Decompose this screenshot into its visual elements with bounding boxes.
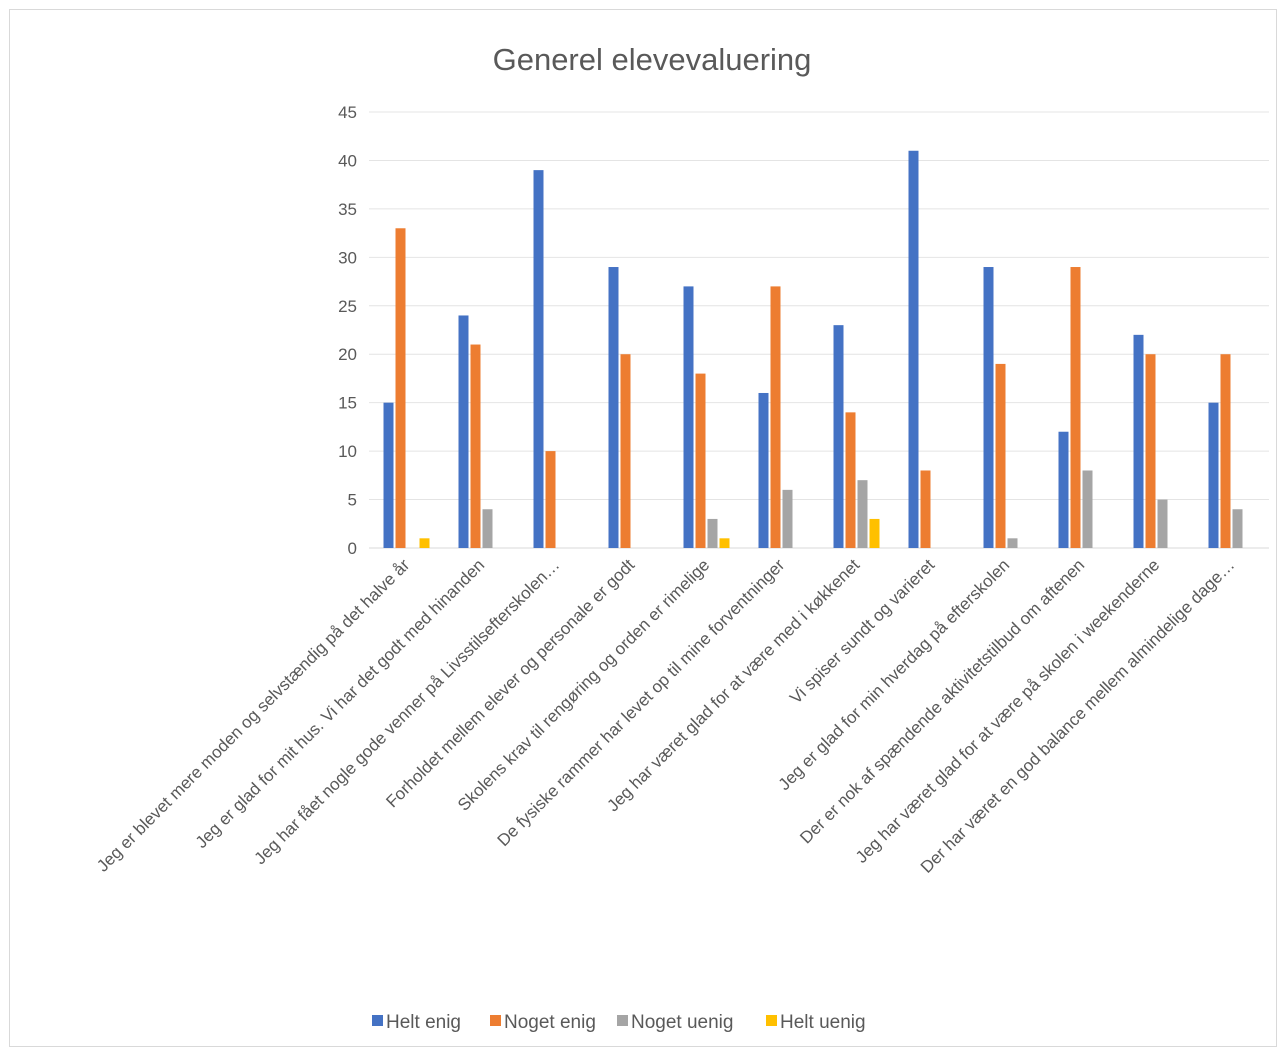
x-axis-labels: Jeg er blevet mere moden og selvstændig … xyxy=(93,555,1238,877)
bar-noget-uenig xyxy=(782,489,793,548)
bar-noget-enig xyxy=(770,286,781,548)
bar-noget-enig xyxy=(395,228,406,548)
legend-label: Helt enig xyxy=(386,1012,461,1033)
y-tick-label: 25 xyxy=(338,297,357,316)
bar-noget-uenig xyxy=(482,509,493,548)
legend-label: Noget uenig xyxy=(631,1012,733,1033)
bar-noget-enig xyxy=(620,354,631,548)
y-tick-label: 40 xyxy=(338,151,357,170)
bar-helt-enig xyxy=(533,170,544,548)
bar-helt-enig xyxy=(908,150,919,548)
y-tick-label: 45 xyxy=(338,103,357,122)
legend-swatch xyxy=(372,1015,383,1026)
bar-noget-enig xyxy=(1070,267,1081,548)
bar-noget-uenig xyxy=(1007,538,1018,548)
bar-noget-enig xyxy=(1145,354,1156,548)
legend-swatch xyxy=(490,1015,501,1026)
legend-swatch xyxy=(766,1015,777,1026)
bar-helt-enig xyxy=(983,267,994,548)
bar-noget-enig xyxy=(845,412,856,548)
x-category-label: Jeg er glad for mit hus. Vi har det godt… xyxy=(192,555,489,852)
bar-helt-enig xyxy=(608,267,619,548)
bar-helt-enig xyxy=(1058,431,1069,548)
y-tick-label: 15 xyxy=(338,394,357,413)
x-category-label: Skolens krav til rengøring og orden er r… xyxy=(454,555,713,814)
x-category-label: Jeg har været glad for at være med i køk… xyxy=(603,555,863,815)
x-category-label: Jeg er blevet mere moden og selvstændig … xyxy=(93,555,413,875)
y-tick-label: 10 xyxy=(338,442,357,461)
x-category-label: De fysiske rammer har levet op til mine … xyxy=(494,555,789,850)
bar-noget-uenig xyxy=(707,518,718,548)
x-category-label: Vi spiser sundt og varieret xyxy=(786,555,938,707)
bar-noget-uenig xyxy=(1232,509,1243,548)
y-tick-label: 35 xyxy=(338,200,357,219)
chart-title: Generel elevevaluering xyxy=(493,42,812,77)
legend-swatch xyxy=(617,1015,628,1026)
bar-noget-enig xyxy=(695,373,706,548)
y-tick-label: 5 xyxy=(348,491,357,510)
legend-label: Helt uenig xyxy=(780,1012,866,1033)
x-category-label: Der er nok af spændende aktivitetstilbud… xyxy=(796,555,1088,847)
bar-helt-enig xyxy=(1133,334,1144,548)
bars xyxy=(383,150,1243,548)
y-tick-label: 20 xyxy=(338,345,357,364)
bar-noget-enig xyxy=(920,470,931,548)
bar-helt-enig xyxy=(383,402,394,548)
y-tick-label: 30 xyxy=(338,248,357,267)
bar-noget-enig xyxy=(545,451,556,548)
bar-helt-uenig xyxy=(719,538,730,548)
gridlines xyxy=(369,111,1269,549)
bar-noget-uenig xyxy=(857,480,868,548)
bar-helt-uenig xyxy=(419,538,430,548)
bar-helt-enig xyxy=(833,325,844,548)
bar-noget-uenig xyxy=(1157,499,1168,548)
bar-helt-enig xyxy=(458,315,469,548)
bar-noget-enig xyxy=(470,344,481,548)
bar-helt-uenig xyxy=(869,518,880,548)
bar-noget-enig xyxy=(1220,354,1231,548)
bar-helt-enig xyxy=(1208,402,1219,548)
legend: Helt enig Noget enig Noget uenig Helt uenig xyxy=(372,1012,866,1033)
legend-label: Noget enig xyxy=(504,1012,596,1033)
bar-helt-enig xyxy=(683,286,694,548)
y-axis-ticks: 0 5 10 15 20 25 30 35 40 45 xyxy=(338,103,357,558)
bar-noget-enig xyxy=(995,363,1006,548)
bar-helt-enig xyxy=(758,392,769,548)
y-tick-label: 0 xyxy=(348,539,357,558)
bar-noget-uenig xyxy=(1082,470,1093,548)
